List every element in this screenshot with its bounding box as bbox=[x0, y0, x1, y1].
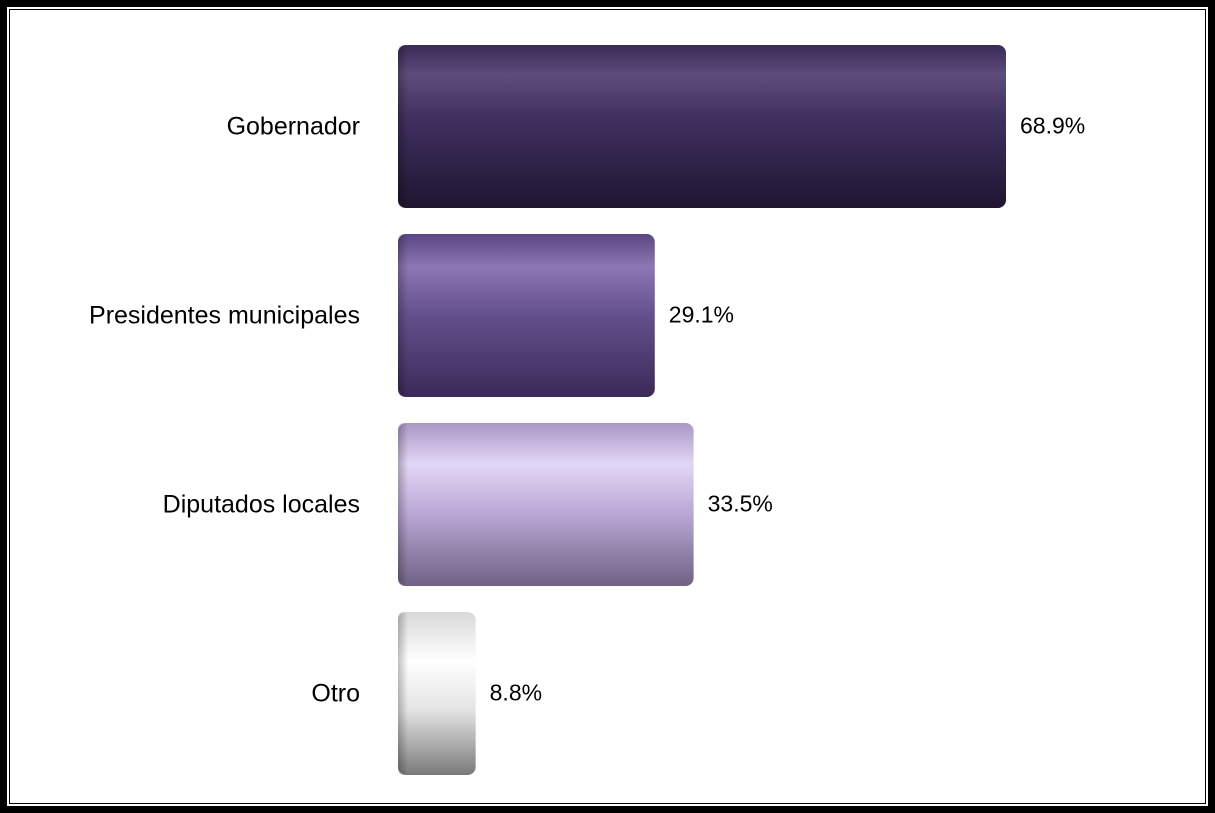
chart-frame-inner-border bbox=[9, 9, 1206, 804]
bar-diputados-locales bbox=[398, 423, 694, 586]
category-label-otro: Otro bbox=[311, 680, 360, 708]
category-label-diputados-locales: Diputados locales bbox=[163, 491, 360, 519]
category-label-presidentes-municipales: Presidentes municipales bbox=[89, 302, 360, 330]
value-label-otro: 8.8% bbox=[490, 680, 542, 706]
bar-cap-presidentes-municipales bbox=[398, 234, 408, 397]
bar-cap-otro bbox=[398, 612, 408, 775]
bar-presidentes-municipales bbox=[398, 234, 655, 397]
value-label-diputados-locales: 33.5% bbox=[708, 491, 773, 517]
value-label-gobernador: 68.9% bbox=[1020, 113, 1085, 139]
bar-otro bbox=[398, 612, 476, 775]
category-label-gobernador: Gobernador bbox=[227, 113, 360, 141]
bar-cap-gobernador bbox=[398, 45, 408, 208]
bar-gobernador bbox=[398, 45, 1006, 208]
bar-cap-diputados-locales bbox=[398, 423, 408, 586]
value-label-presidentes-municipales: 29.1% bbox=[669, 302, 734, 328]
